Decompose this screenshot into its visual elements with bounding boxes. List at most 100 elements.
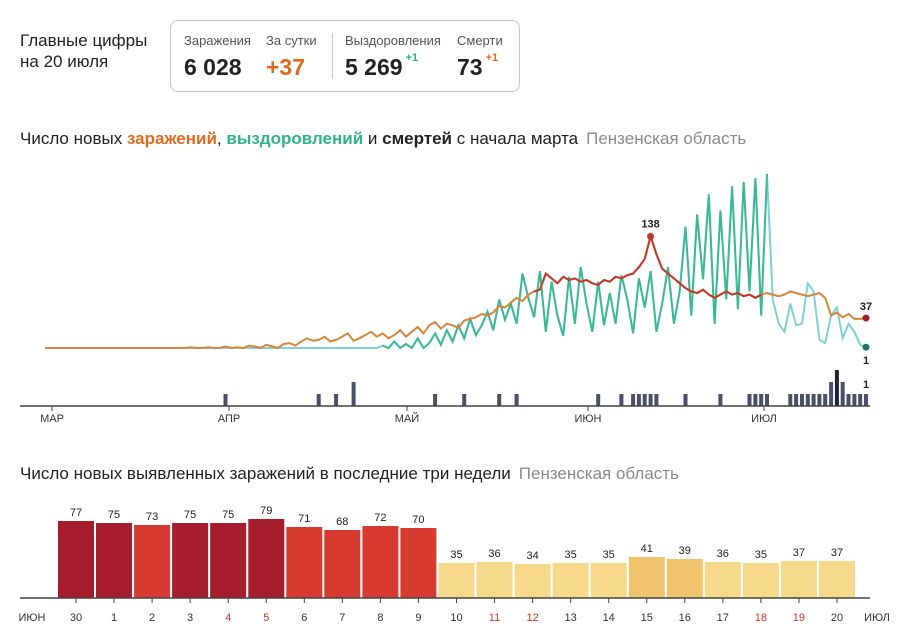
bar-10 [438, 563, 475, 598]
deaths-bar [817, 394, 822, 406]
bar-16 [666, 559, 703, 598]
chart2-region: Пензенская область [518, 464, 679, 483]
bar-value-label: 36 [717, 548, 729, 560]
deaths-bar [852, 394, 857, 406]
bar-value-label: 72 [374, 512, 386, 524]
title-recoveries: выздоровлений [226, 129, 364, 148]
stat-day: За сутки +37 [266, 33, 317, 81]
bar-value-label: 37 [793, 547, 805, 559]
bar-1 [96, 523, 132, 598]
bar-13 [552, 563, 589, 598]
day-label: 10 [450, 612, 462, 624]
infections-peak-label: 138 [641, 218, 659, 230]
three-weeks-bar-chart: 77 30 75 1 73 2 75 3 75 4 79 5 71 6 68 7 72 8 70 9 35 10 36 11 3… [19, 505, 890, 624]
day-label: 1 [111, 612, 117, 624]
month-label: АПР [218, 413, 240, 425]
day-value: +37 [266, 54, 306, 80]
bar-value-label: 68 [336, 516, 348, 528]
deaths-bar [631, 394, 636, 406]
bar-value-label: 39 [679, 545, 691, 557]
deaths-bar [794, 394, 799, 406]
deaths-value-wrap: 73 +1 [457, 52, 503, 81]
title-suffix: с начала марта [452, 129, 579, 148]
recoveries-last-point [862, 343, 870, 351]
bar-value-label: 35 [603, 549, 615, 561]
recovered-value-wrap: 5 269 +1 [345, 52, 441, 81]
bar-15 [628, 557, 665, 598]
recovered-label: Выздоровления [345, 33, 441, 48]
headline-line1: Главные цифры [20, 31, 148, 50]
bar-value-label: 71 [298, 513, 310, 525]
day-label: 18 [755, 612, 767, 624]
deaths-bar [654, 394, 659, 406]
deaths-bar [840, 382, 845, 406]
day-label: 20 [831, 612, 843, 624]
deaths-bar [759, 394, 764, 406]
bar-value-label: 73 [146, 511, 158, 523]
title-sep1: , [216, 129, 227, 148]
bar-value-label: 70 [412, 514, 424, 526]
deaths-bar [718, 394, 723, 406]
bar-5 [248, 519, 285, 598]
bar-30 [58, 521, 94, 598]
month-label: МАЙ [395, 412, 419, 425]
bar-12 [514, 564, 551, 598]
bar-11 [476, 562, 513, 598]
deaths-bar [829, 382, 834, 406]
bar-value-label: 75 [108, 509, 120, 521]
headline: Главные цифры на 20 июля [20, 30, 147, 72]
deaths-bar [642, 394, 647, 406]
recoveries-last-label: 1 [863, 355, 869, 367]
day-label: 14 [603, 612, 615, 624]
bar-4 [210, 523, 247, 598]
infections-last-point [862, 314, 870, 322]
bar-20 [819, 561, 855, 598]
day-label: 16 [679, 612, 691, 624]
deaths-bar [619, 394, 624, 406]
day-label: 11 [489, 612, 500, 624]
bar-6 [286, 527, 323, 598]
recoveries-line-strong [382, 173, 768, 350]
bar-8 [362, 526, 399, 598]
title-sep2: и [363, 129, 383, 148]
bar-17 [704, 562, 741, 598]
deaths-bar [514, 394, 519, 406]
stat-infections: Заражения 6 028 [184, 33, 251, 81]
deaths-bar [316, 394, 321, 406]
stats-divider [332, 33, 333, 79]
deaths-bar [747, 394, 752, 406]
deaths-bar [864, 394, 868, 406]
chart2-title-text: Число новых выявленных заражений в после… [20, 464, 511, 483]
bar-value-label: 35 [755, 549, 767, 561]
deaths-bar [788, 394, 793, 406]
deaths-bar [823, 394, 828, 406]
bar-7 [324, 530, 361, 598]
title-infections: заражений [126, 129, 217, 148]
stat-deaths: Смерти 73 +1 [457, 33, 503, 81]
bar-value-label: 36 [488, 548, 500, 560]
recovered-value: 5 269 [345, 54, 403, 80]
day-label: 9 [415, 612, 421, 624]
day-label: За сутки [266, 33, 317, 48]
stat-recovered: Выздоровления 5 269 +1 [345, 33, 441, 81]
day-label: 7 [339, 612, 345, 624]
deaths-bar [636, 394, 641, 406]
day-label: 15 [641, 612, 653, 624]
deaths-bar [223, 394, 228, 406]
recovered-delta: +1 [405, 52, 419, 64]
chart1-region: Пензенская область [586, 129, 747, 148]
day-label: 30 [70, 612, 82, 624]
deaths-bar [811, 394, 816, 406]
bar-value-label: 79 [260, 505, 272, 517]
month-label: МАР [40, 413, 64, 425]
deaths-bar [846, 394, 851, 406]
bar-value-label: 75 [184, 509, 196, 521]
chart1-title: Число новых заражений, выздоровлений и с… [20, 129, 746, 149]
bar-value-label: 41 [641, 543, 653, 555]
deaths-bar [805, 394, 810, 406]
month-end-label: ИЮЛ [864, 612, 890, 624]
bar-2 [134, 525, 171, 598]
deaths-bar [596, 394, 601, 406]
deaths-bar [834, 370, 839, 406]
day-label: 13 [564, 612, 576, 624]
